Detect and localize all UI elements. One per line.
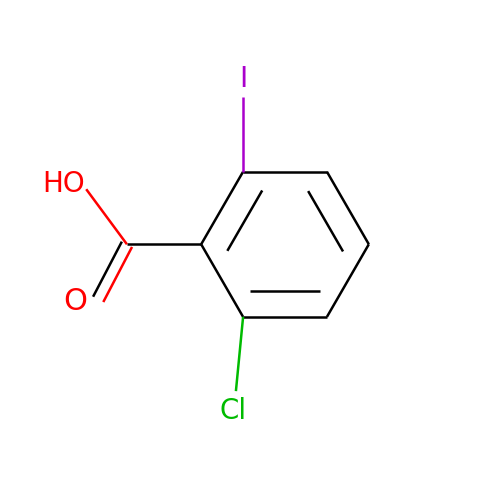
Text: I: I <box>239 65 247 93</box>
Text: HO: HO <box>42 171 84 198</box>
Text: O: O <box>63 287 87 316</box>
Text: Cl: Cl <box>220 397 247 425</box>
